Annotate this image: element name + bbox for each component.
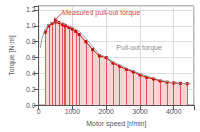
- svg-text:Pull-out torque: Pull-out torque: [116, 44, 162, 52]
- svg-text:1000: 1000: [65, 108, 81, 115]
- svg-text:4000: 4000: [166, 108, 182, 115]
- svg-text:0.6: 0.6: [26, 54, 36, 61]
- svg-text:0.0: 0.0: [26, 102, 36, 109]
- svg-text:Measured pull-out torque: Measured pull-out torque: [62, 9, 140, 17]
- svg-text:0.4: 0.4: [26, 70, 36, 77]
- svg-text:2000: 2000: [98, 108, 114, 115]
- svg-text:0.8: 0.8: [26, 38, 36, 45]
- svg-text:Torque [N·m]: Torque [N·m]: [8, 35, 16, 76]
- svg-text:0.2: 0.2: [26, 86, 36, 93]
- svg-text:1.2: 1.2: [26, 6, 36, 13]
- svg-text:Motor speed [r/min]: Motor speed [r/min]: [86, 120, 146, 128]
- svg-text:0: 0: [37, 108, 41, 115]
- svg-text:1.0: 1.0: [26, 22, 36, 29]
- svg-text:3000: 3000: [132, 108, 148, 115]
